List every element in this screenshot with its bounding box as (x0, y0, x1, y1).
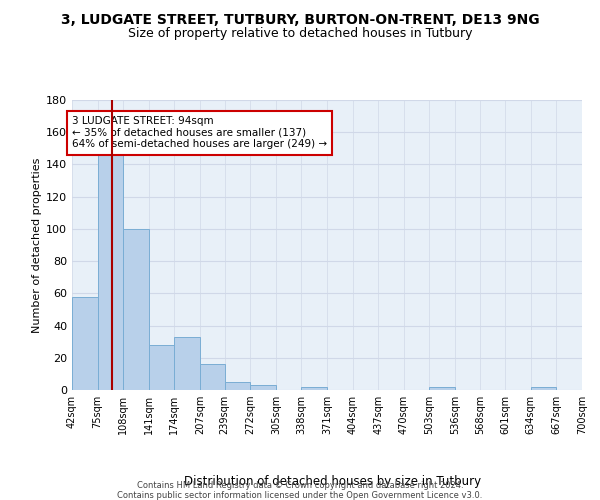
Bar (123, 229, 149, 390)
Bar (250, 385, 276, 390)
Bar (149, 345, 175, 390)
Bar (200, 364, 224, 390)
Bar (301, 387, 327, 390)
Text: Distribution of detached houses by size in Tutbury: Distribution of detached houses by size … (184, 474, 482, 488)
Bar (224, 382, 250, 390)
Bar (175, 337, 200, 390)
Text: 3, LUDGATE STREET, TUTBURY, BURTON-ON-TRENT, DE13 9NG: 3, LUDGATE STREET, TUTBURY, BURTON-ON-TR… (61, 12, 539, 26)
Text: 3 LUDGATE STREET: 94sqm
← 35% of detached houses are smaller (137)
64% of semi-d: 3 LUDGATE STREET: 94sqm ← 35% of detache… (72, 116, 327, 150)
Y-axis label: Number of detached properties: Number of detached properties (32, 158, 42, 332)
Bar (430, 387, 455, 390)
Bar (98, 155, 123, 390)
Bar (72, 296, 98, 390)
Text: Contains HM Land Registry data © Crown copyright and database right 2024.
Contai: Contains HM Land Registry data © Crown c… (118, 480, 482, 500)
Bar (531, 387, 556, 390)
Text: Size of property relative to detached houses in Tutbury: Size of property relative to detached ho… (128, 28, 472, 40)
